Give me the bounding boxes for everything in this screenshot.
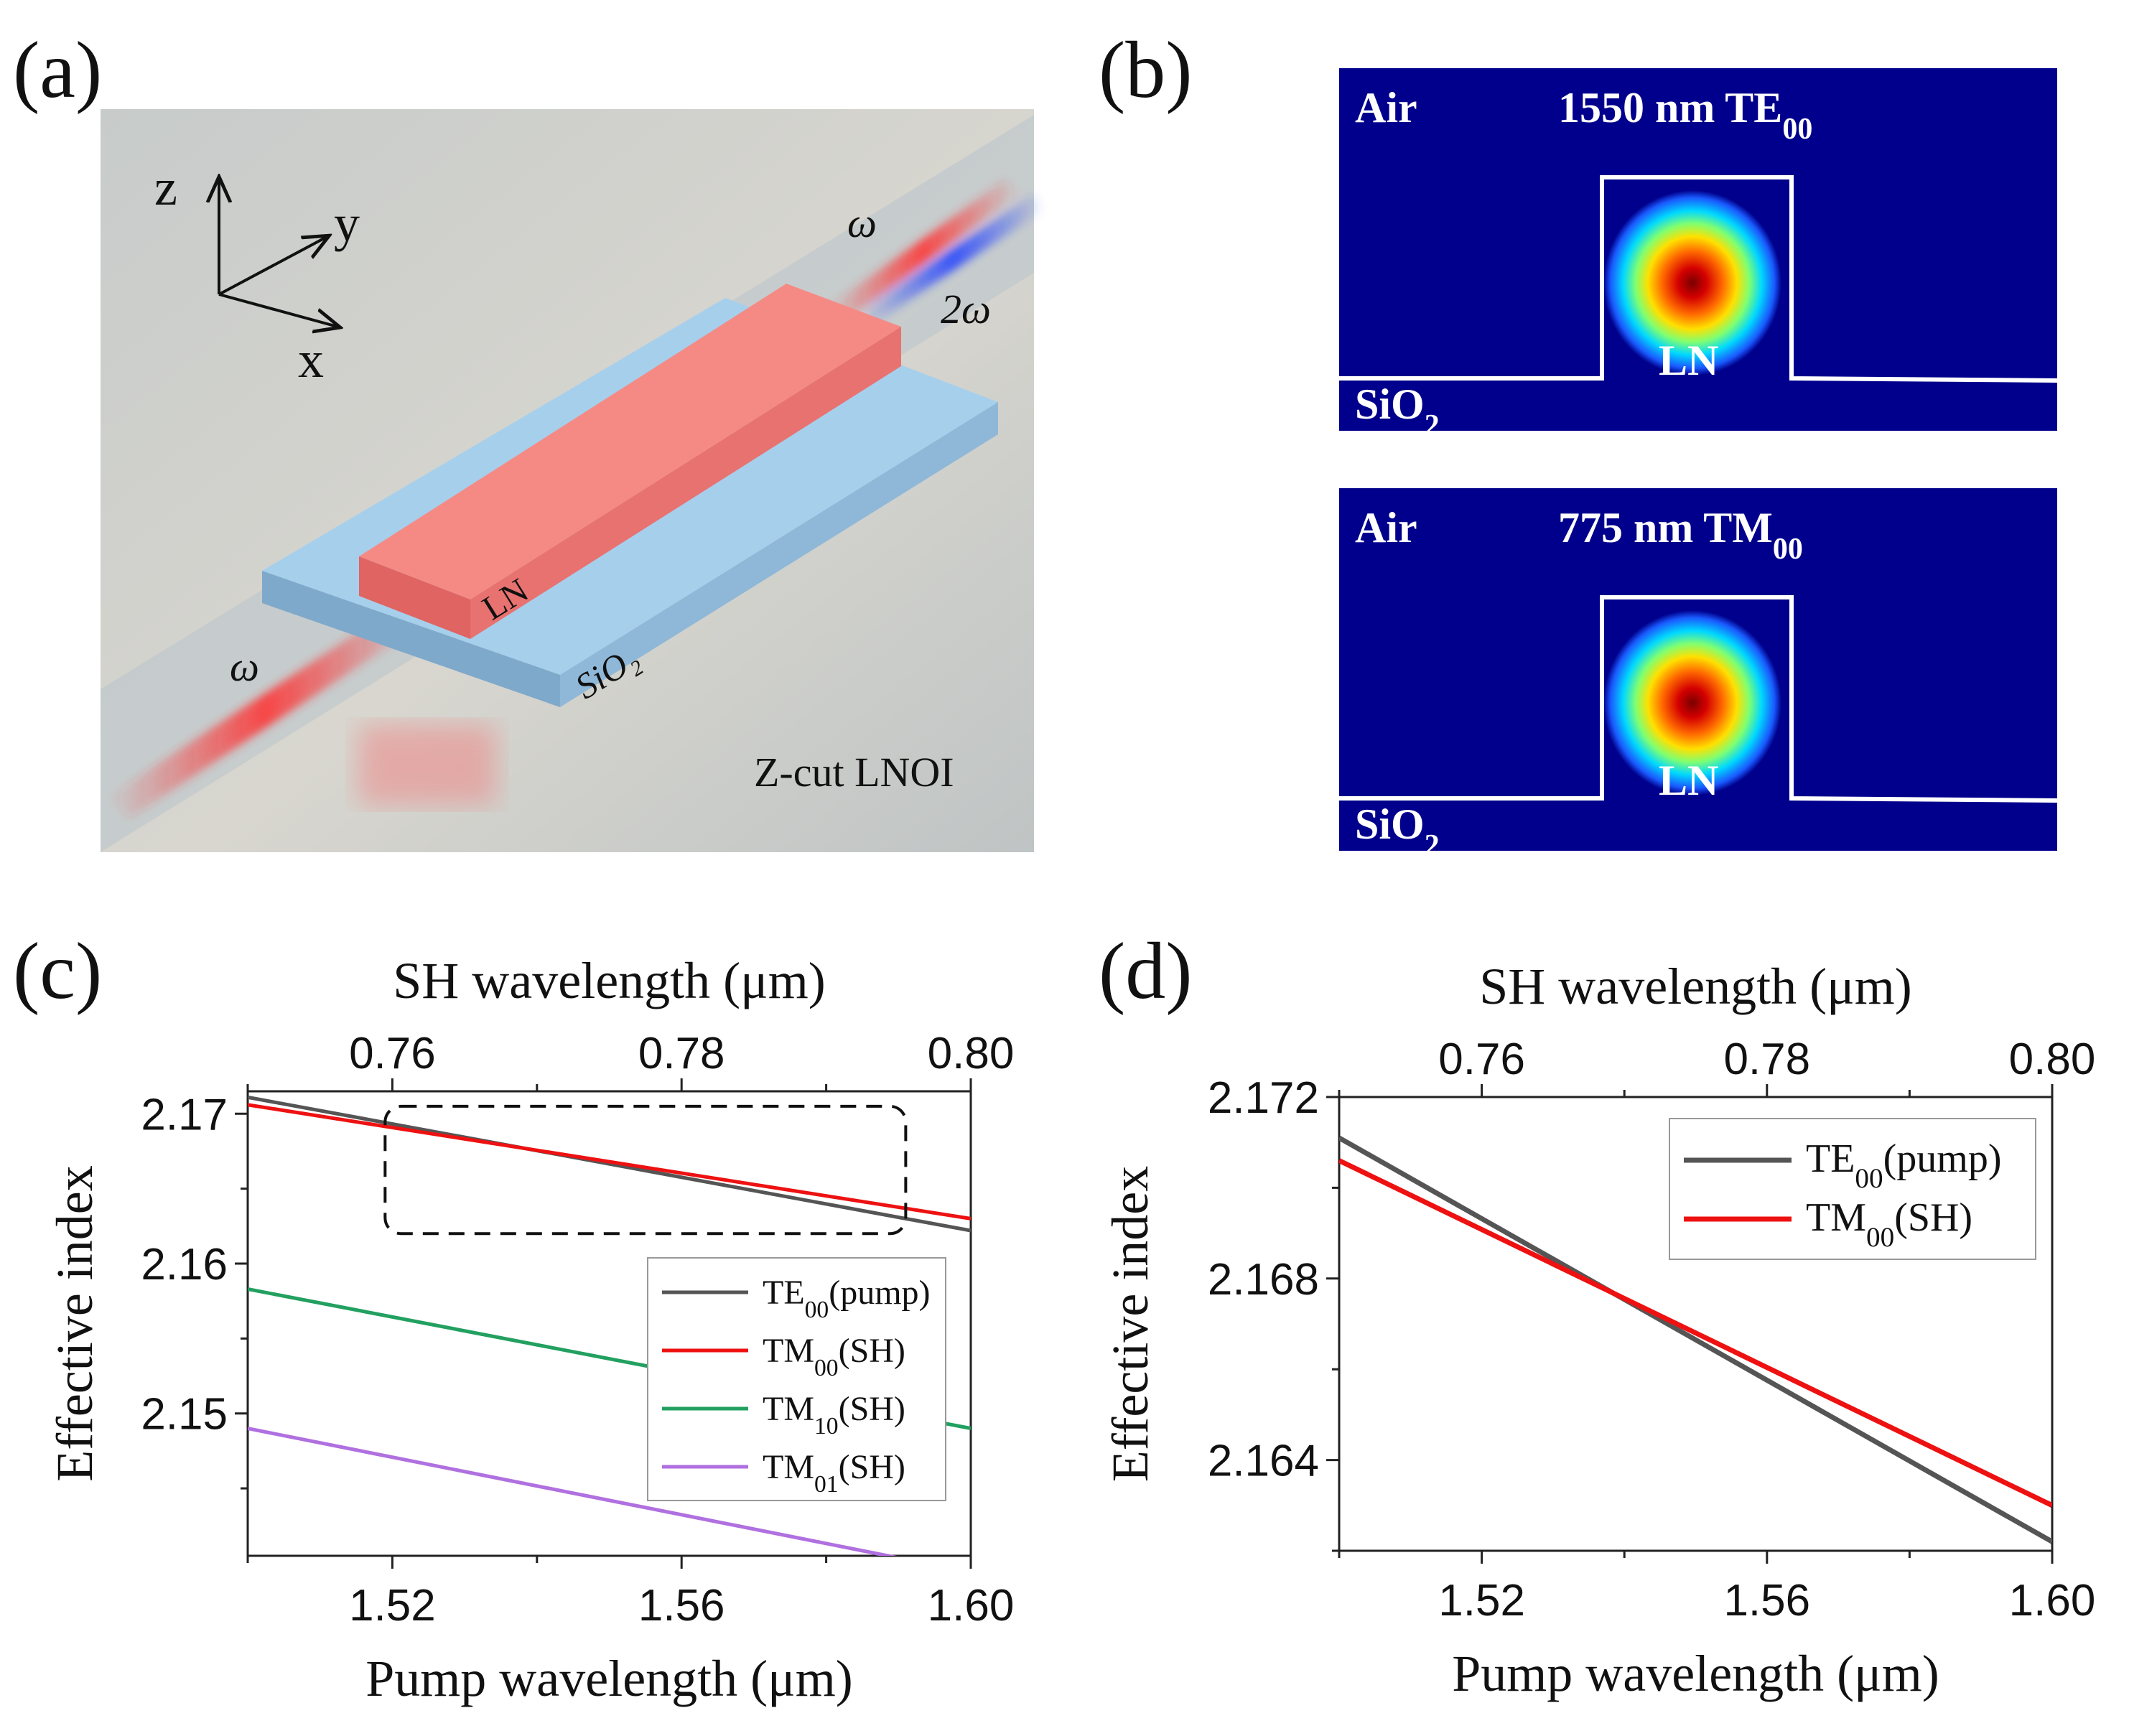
panel-a-label: (a) — [13, 26, 102, 115]
waveguide-outline — [1339, 175, 2058, 383]
y-axis-title: Effective index — [1101, 1166, 1159, 1482]
zoom-region-box — [383, 1104, 908, 1236]
mode-title: 1550 nm TE00 — [1558, 84, 1812, 146]
legend: TE00(pump)TM00(SH) — [1669, 1118, 2036, 1260]
substrate-front — [262, 571, 560, 707]
x-tick-label: 1.56 — [638, 1581, 725, 1630]
ln-reflection — [359, 725, 495, 804]
top-tick-label: 0.78 — [638, 1029, 725, 1078]
y-axis-arrow — [218, 237, 327, 296]
y-tick-label: 2.164 — [1208, 1437, 1319, 1486]
top-tick-label: 0.78 — [1723, 1035, 1810, 1084]
legend-entry: TE00(pump) — [1684, 1137, 2001, 1194]
y-tick-label: 2.17 — [141, 1090, 228, 1139]
x-tick-label: 1.52 — [1438, 1576, 1525, 1625]
panel-d-label: (d) — [1099, 927, 1193, 1016]
top-axis-title: SH wavelength (μm) — [1479, 958, 1911, 1015]
top-tick-label: 0.80 — [928, 1029, 1015, 1078]
x-tick-label: 1.56 — [1723, 1576, 1810, 1625]
x-axis-title: Pump wavelength (μm) — [365, 1650, 852, 1707]
lnoi-caption: Z-cut LNOI — [754, 749, 954, 795]
legend-label: TM01(SH) — [763, 1448, 905, 1498]
sio2-cladding-label: SiO2 — [1355, 801, 1440, 862]
legend-box — [1669, 1118, 2036, 1260]
series-line-tm00-sh- — [1339, 1158, 2052, 1508]
ln-waveguide — [359, 284, 901, 639]
legend-entry: TM01(SH) — [662, 1448, 905, 1498]
legend-label: TE00(pump) — [763, 1274, 931, 1323]
y-tick-label: 2.16 — [141, 1240, 228, 1289]
beams — [108, 179, 1045, 818]
mode-profile-2: Air 775 nm TM00 LN SiO2 — [1339, 488, 2058, 862]
y-tick-label: 2.172 — [1208, 1073, 1319, 1123]
legend-entry: TM00(SH) — [662, 1332, 905, 1381]
series-group — [1339, 1135, 2052, 1544]
ln-core-label: LN — [1659, 757, 1718, 804]
y-axis-title: Effective index — [46, 1165, 103, 1481]
ln-core-label: LN — [1659, 337, 1718, 384]
legend-entry: TM00(SH) — [1684, 1195, 1972, 1253]
top-tick-label: 0.80 — [2009, 1035, 2096, 1084]
legend-label: TM10(SH) — [763, 1390, 905, 1439]
mode-profile-1: Air 1550 nm TE00 LN SiO2 — [1339, 68, 2058, 442]
legend-entry: TE00(pump) — [662, 1274, 931, 1323]
input-omega-label: ω — [230, 643, 259, 690]
top-tick-label: 0.76 — [349, 1029, 436, 1078]
air-label: Air — [1355, 84, 1417, 131]
output-2omega-label: 2ω — [941, 286, 991, 332]
top-tick-label: 0.76 — [1438, 1035, 1525, 1084]
legend-box — [647, 1257, 946, 1501]
legend-label: TE00(pump) — [1806, 1137, 2001, 1194]
ln-side — [470, 327, 901, 639]
x-tick-label: 1.60 — [2009, 1576, 2096, 1625]
waveguide-outline — [1339, 595, 2058, 803]
sio2-cladding-label: SiO2 — [1355, 381, 1440, 442]
input-beam — [108, 603, 424, 818]
output-beam-sh — [862, 194, 1045, 325]
output-beam-fundamental — [826, 179, 1020, 325]
x-tick-label: 1.52 — [349, 1581, 436, 1630]
substrate-side — [560, 402, 998, 707]
mode-title: 775 nm TM00 — [1558, 504, 1803, 566]
panel-d: (d) 1.52 1.56 1.60 0.76 0.78 0.80 2.172 2.168 2.… — [1099, 927, 2095, 1702]
x-axis-title: Pump wavelength (μm) — [1452, 1645, 1939, 1702]
legend-label: TM00(SH) — [763, 1332, 905, 1381]
series-line-tm00-sh- — [248, 1103, 971, 1221]
x-tick-label: 1.60 — [928, 1581, 1015, 1630]
mode-field-intensity — [1603, 190, 1781, 375]
air-label: Air — [1355, 504, 1417, 551]
coordinate-axes: z y x — [154, 159, 360, 388]
y-axis-label: y — [334, 195, 360, 252]
ln-front — [359, 556, 470, 639]
mode-field-intensity — [1603, 610, 1781, 795]
panel-c-label: (c) — [13, 927, 102, 1016]
top-axis-title: SH wavelength (μm) — [393, 952, 825, 1009]
legend-entry: TM10(SH) — [662, 1390, 905, 1439]
panel-b: (b) Air 1550 nm TE00 LN SiO2 Air 775 nm TM00 L… — [1099, 26, 2058, 862]
series-line-te00-pump- — [1339, 1135, 2052, 1544]
panel-b-label: (b) — [1099, 26, 1193, 115]
series-line-te00-pump- — [248, 1095, 971, 1233]
z-axis-label: z — [154, 159, 177, 216]
y-tick-label: 2.15 — [141, 1390, 228, 1439]
panel-a: (a) z y x — [13, 26, 1045, 852]
panel-c: (c) 1.52 1.56 1.60 0.76 0.78 0.80 2.17 2.16 2.15… — [13, 927, 1014, 1707]
output-omega-label: ω — [847, 200, 877, 246]
y-tick-label: 2.168 — [1208, 1255, 1319, 1305]
legend: TE00(pump) TM00(SH) TM10(SH) TM01(SH) — [647, 1257, 946, 1501]
legend-label: TM00(SH) — [1806, 1195, 1972, 1253]
ln-top — [359, 284, 901, 599]
series-line-tm01-sh- — [248, 1427, 898, 1556]
x-axis-label: x — [298, 331, 324, 388]
x-axis-arrow — [218, 293, 337, 327]
